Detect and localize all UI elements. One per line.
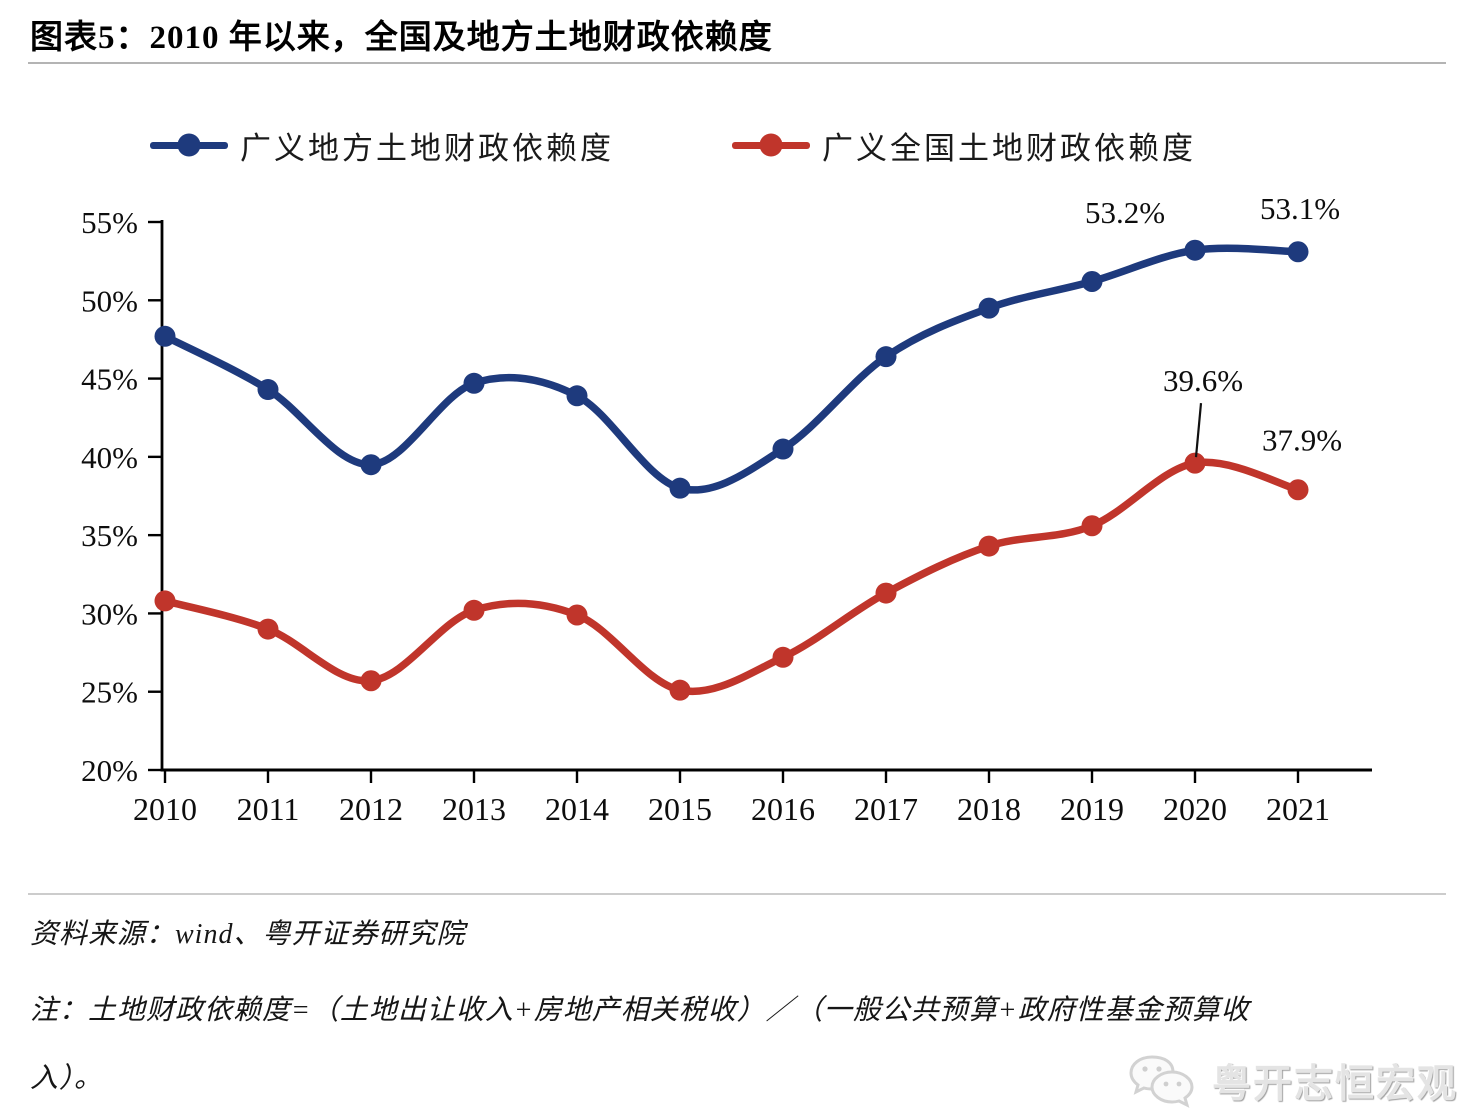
footer-divider (28, 893, 1446, 895)
data-point-0-2019 (1081, 271, 1103, 293)
data-point-0-2016 (772, 438, 794, 460)
data-point-1-2010 (154, 590, 176, 612)
x-tick-label: 2016 (751, 791, 815, 827)
data-point-0-2010 (154, 325, 176, 347)
data-point-0-2017 (875, 346, 897, 368)
legend-label-national: 广义全国土地财政依赖度 (822, 130, 1196, 166)
watermark-text: 粤开志恒宏观 (1212, 1063, 1459, 1106)
x-tick-label: 2020 (1163, 791, 1227, 827)
title-divider (28, 62, 1446, 64)
watermark: 粤开志恒宏观 (1126, 1050, 1458, 1112)
legend-line-marker-local-icon (150, 141, 228, 149)
data-point-1-2019 (1081, 515, 1103, 537)
x-tick-label: 2010 (133, 791, 197, 827)
annotation-leader-line (1194, 403, 1203, 458)
y-tick-label: 20% (81, 753, 138, 788)
note-line-2: 入）。 (30, 1063, 104, 1094)
series-line-1 (161, 458, 1302, 696)
annotation-label: 53.2% (1085, 195, 1165, 230)
x-tick-label: 2021 (1266, 791, 1330, 827)
data-point-0-2015 (669, 477, 691, 499)
data-point-0-2012 (360, 454, 382, 476)
chart-legend: 广义地方土地财政依赖度 广义全国土地财政依赖度 (150, 124, 1196, 166)
data-point-1-2015 (669, 679, 691, 701)
y-tick-label: 30% (81, 596, 138, 631)
data-point-1-2011 (257, 618, 279, 640)
annotation-label: 37.9% (1262, 423, 1342, 458)
x-tick-label: 2017 (854, 791, 918, 827)
legend-item-local: 广义地方土地财政依赖度 (150, 123, 614, 168)
x-tick-label: 2012 (339, 791, 403, 827)
source-text: 资料来源：wind、粤开证券研究院 (30, 919, 466, 950)
figure-title: 图表5：2010 年以来，全国及地方土地财政依赖度 (30, 20, 773, 56)
x-tick-label: 2018 (957, 791, 1021, 827)
y-tick-label: 40% (81, 440, 138, 475)
data-point-1-2021 (1287, 479, 1309, 501)
y-tick-label: 25% (81, 675, 138, 710)
data-point-0-2011 (257, 379, 279, 401)
note-line-1: 注：土地财政依赖度=（土地出让收入+房地产相关税收）／（一般公共预算+政府性基金… (30, 995, 1250, 1026)
data-point-1-2016 (772, 646, 794, 668)
data-point-1-2020 (1184, 452, 1206, 474)
y-tick-label: 45% (81, 362, 138, 397)
data-point-1-2014 (566, 604, 588, 626)
data-point-1-2018 (978, 535, 1000, 557)
series-line-0 (161, 244, 1302, 494)
x-tick-label: 2011 (237, 791, 300, 827)
data-point-1-2012 (360, 670, 382, 692)
legend-label-local: 广义地方土地财政依赖度 (240, 130, 614, 166)
data-point-0-2013 (463, 372, 485, 394)
data-point-1-2013 (463, 599, 485, 621)
x-tick-label: 2019 (1060, 791, 1124, 827)
line-chart: 55% 50% 45% 40% 35% 30% 25% 20%2010 2011 2012 2013… (81, 191, 1372, 827)
data-point-0-2020 (1184, 239, 1206, 261)
x-tick-label: 2013 (442, 791, 506, 827)
legend-item-national: 广义全国土地财政依赖度 (732, 123, 1196, 168)
x-tick-label: 2014 (545, 791, 609, 827)
y-tick-label: 55% (81, 205, 138, 240)
wechat-icon (1129, 1055, 1194, 1108)
y-tick-label: 35% (81, 518, 138, 553)
annotation-label: 53.1% (1260, 191, 1340, 226)
data-point-0-2014 (566, 385, 588, 407)
legend-line-marker-national-icon (732, 141, 810, 149)
data-point-0-2021 (1287, 241, 1309, 263)
data-point-1-2017 (875, 582, 897, 604)
x-tick-label: 2015 (648, 791, 712, 827)
data-point-0-2018 (978, 297, 1000, 319)
annotation-label: 39.6% (1163, 363, 1243, 398)
y-tick-label: 50% (81, 283, 138, 318)
